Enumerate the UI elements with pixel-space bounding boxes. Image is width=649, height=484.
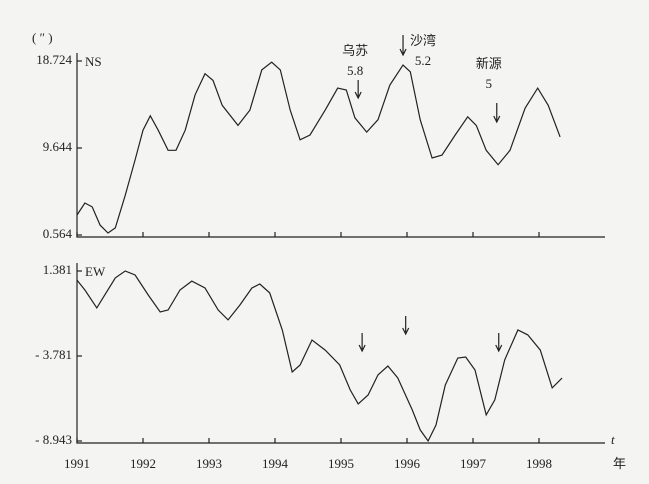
y-tick-label: - 3.781	[35, 347, 72, 362]
x-axis-label: 年	[613, 456, 626, 471]
x-tick-label: 1997	[460, 456, 487, 471]
y-tick-label: 0.564	[43, 226, 73, 241]
x-tick-label: 1998	[526, 456, 552, 471]
panel-title: NS	[85, 54, 102, 69]
data-line	[76, 61, 561, 234]
data-line	[76, 270, 563, 443]
y-tick-label: 9.644	[43, 139, 73, 154]
axes	[76, 53, 605, 238]
x-tick-label: 1995	[328, 456, 354, 471]
event-arrow	[354, 80, 362, 100]
panel-title: EW	[85, 264, 106, 279]
x-tick-label: 1992	[130, 456, 156, 471]
axes	[76, 263, 605, 444]
x-tick-label: 1993	[196, 456, 222, 471]
event-arrow	[358, 333, 366, 353]
annotation-magnitude: 5.2	[415, 53, 431, 68]
y-tick-label: 1.381	[43, 262, 72, 277]
x-tick-label: 1991	[64, 456, 90, 471]
x-tick-label: 1994	[262, 456, 289, 471]
y-tick-label: - 8.943	[35, 432, 72, 447]
event-arrow	[399, 35, 407, 57]
x-symbol: t	[611, 432, 615, 447]
event-arrow	[402, 316, 410, 336]
annotation-label: 沙湾	[410, 33, 436, 48]
x-tick-label: 1996	[394, 456, 421, 471]
annotation-magnitude: 5.8	[347, 63, 363, 78]
y-unit: ( ″ )	[32, 30, 53, 45]
annotation-magnitude: 5	[486, 76, 493, 91]
annotation-label: 新源	[476, 56, 502, 71]
annotation-label: 乌苏	[342, 43, 368, 58]
y-tick-label: 18.724	[36, 52, 72, 67]
event-arrow	[495, 333, 503, 353]
event-arrow	[493, 103, 501, 124]
